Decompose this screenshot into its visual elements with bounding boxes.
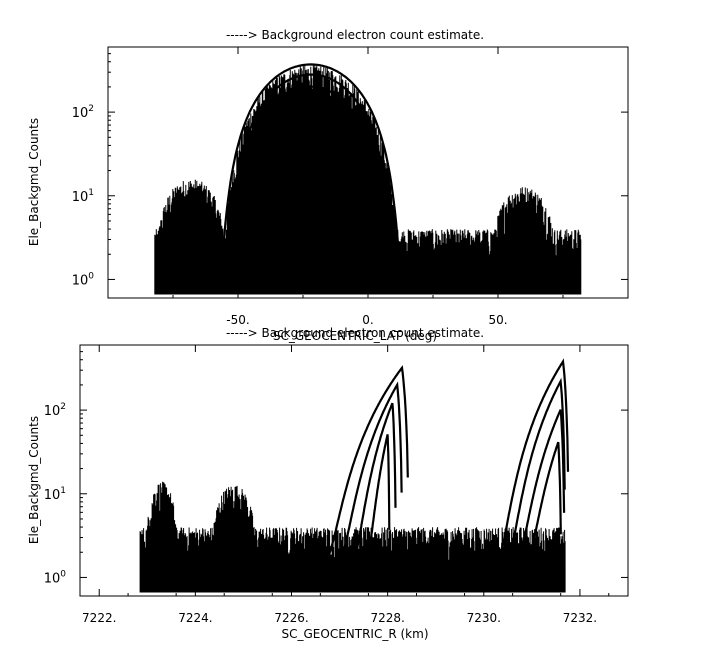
trace	[264, 184, 378, 274]
trace	[334, 381, 403, 564]
y-tick-label: 101	[72, 188, 94, 205]
x-tick-label: 7224.	[178, 611, 212, 625]
chart-top: -----> Background electron count estimat…	[27, 28, 629, 343]
x-axis-label: SC_GEOCENTRIC_R (km)	[282, 627, 429, 641]
x-tick-label: 50.	[488, 313, 507, 327]
trace	[503, 377, 566, 564]
plot-frame	[79, 344, 629, 597]
x-tick-label: 7226.	[274, 611, 308, 625]
x-tick-label: 7222.	[82, 611, 116, 625]
data-traces	[139, 358, 570, 593]
y-axis-label: Ele_Backgmd_Counts	[27, 118, 41, 246]
trace	[493, 358, 570, 564]
trace	[259, 159, 384, 273]
chart-bottom: -----> Background electron count estimat…	[27, 326, 629, 641]
trace	[220, 63, 402, 265]
x-tick-label: -50.	[226, 313, 249, 327]
x-axis-label: SC_GEOCENTRIC_LAT (deg)	[273, 329, 437, 343]
trace	[522, 441, 562, 564]
x-tick-label: 7232.	[563, 611, 597, 625]
trace	[241, 104, 386, 271]
trace	[225, 73, 396, 267]
chart-title: -----> Background electron count estimat…	[226, 28, 484, 42]
y-tick-label: 102	[44, 402, 66, 419]
trace	[248, 135, 384, 272]
noise-spikes	[139, 481, 566, 593]
trace	[363, 434, 391, 564]
x-tick-label: 7228.	[370, 611, 404, 625]
y-tick-label: 100	[44, 569, 67, 586]
trace	[230, 85, 391, 269]
data-traces	[154, 63, 582, 295]
trace	[349, 402, 397, 564]
trace	[512, 409, 566, 564]
trace	[320, 365, 409, 564]
y-tick-label: 102	[72, 104, 94, 121]
x-tick-label: 7230.	[467, 611, 501, 625]
y-tick-label: 101	[44, 486, 66, 503]
noise-spikes	[154, 64, 582, 295]
y-tick-label: 100	[72, 271, 95, 288]
y-axis-label: Ele_Backgmd_Counts	[27, 416, 41, 544]
chart-title: -----> Background electron count estimat…	[226, 326, 484, 340]
x-tick-label: 0.	[362, 313, 373, 327]
